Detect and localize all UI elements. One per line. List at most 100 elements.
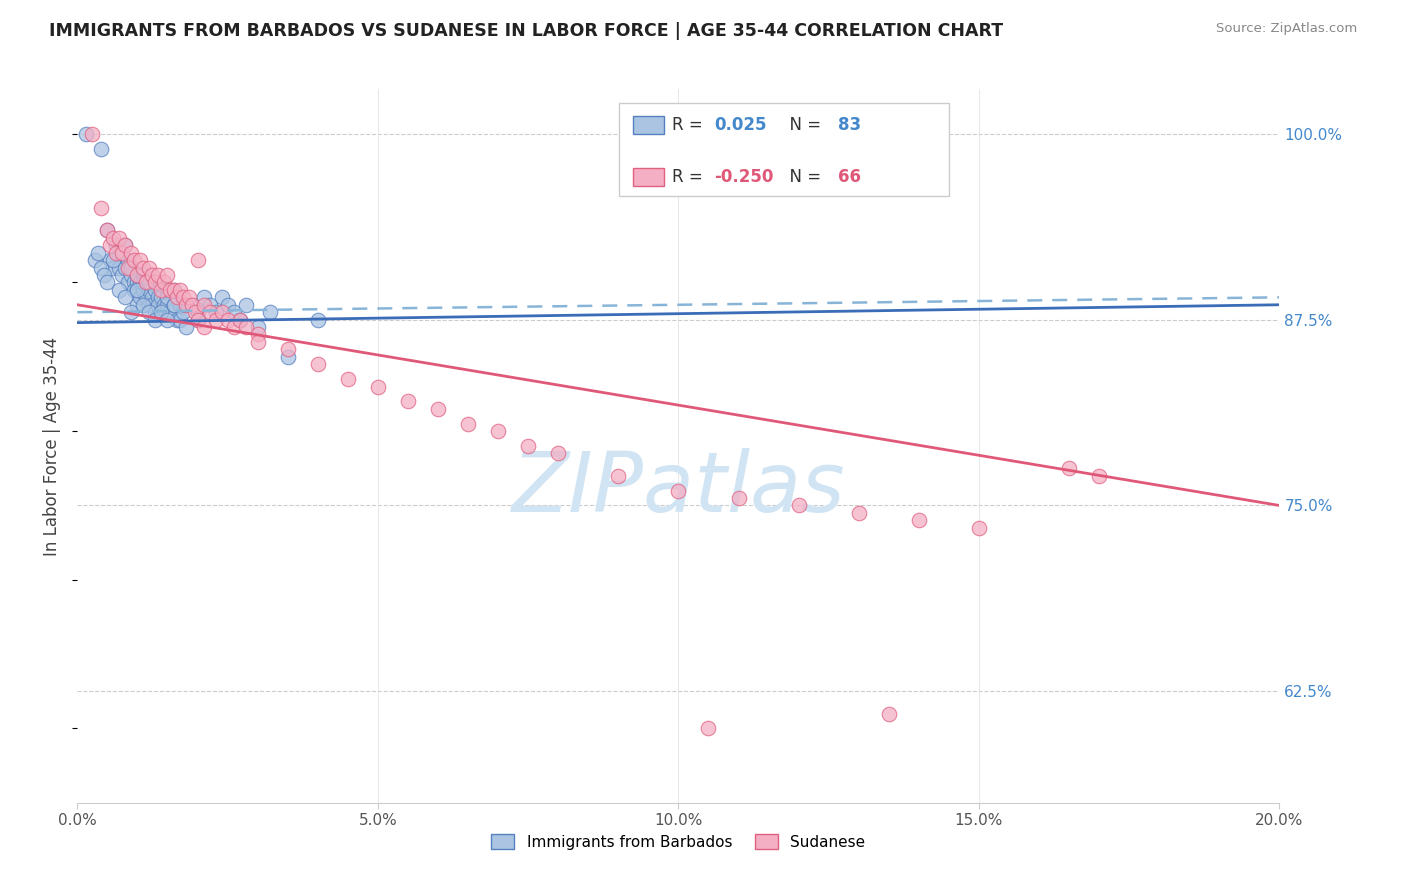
Point — [193, 290, 215, 304]
Point — [145, 283, 167, 297]
Point — [117, 253, 139, 268]
Y-axis label: In Labor Force | Age 35-44: In Labor Force | Age 35-44 — [44, 336, 62, 556]
Point — [132, 283, 155, 297]
Point — [127, 268, 149, 282]
Point — [120, 305, 142, 319]
Point — [111, 245, 134, 260]
Point — [1088, 468, 1111, 483]
Point — [156, 312, 179, 326]
Point — [259, 305, 281, 319]
Text: Source: ZipAtlas.com: Source: ZipAtlas.com — [1216, 22, 1357, 36]
Point — [145, 305, 167, 319]
Text: ZIPatlas: ZIPatlas — [512, 449, 845, 529]
Point — [235, 298, 257, 312]
Point — [129, 276, 152, 290]
Point — [138, 276, 160, 290]
Point — [114, 238, 136, 252]
Point — [138, 260, 160, 275]
Point — [103, 253, 125, 268]
Point — [124, 283, 146, 297]
Text: 66: 66 — [838, 168, 860, 186]
Point — [84, 253, 107, 268]
Point — [186, 253, 209, 268]
Point — [138, 305, 160, 319]
Point — [156, 283, 179, 297]
Point — [120, 268, 142, 282]
Point — [166, 290, 188, 304]
Point — [150, 305, 173, 319]
Text: N =: N = — [779, 168, 827, 186]
Point — [169, 312, 191, 326]
Point — [211, 305, 233, 319]
Point — [96, 223, 118, 237]
Point — [145, 312, 167, 326]
Point — [117, 276, 139, 290]
Point — [132, 276, 155, 290]
Point — [193, 298, 215, 312]
Point — [124, 276, 146, 290]
Point — [138, 283, 160, 297]
Point — [183, 305, 205, 319]
Point — [129, 253, 152, 268]
Point — [204, 312, 226, 326]
Point — [547, 446, 569, 460]
Point — [162, 283, 184, 297]
Point — [96, 276, 118, 290]
Point — [162, 298, 184, 312]
Point — [129, 290, 152, 304]
Point — [153, 276, 176, 290]
Point — [246, 334, 269, 349]
Point — [117, 260, 139, 275]
Point — [222, 305, 245, 319]
Point — [193, 320, 215, 334]
Point — [100, 253, 122, 268]
Point — [217, 312, 239, 326]
Point — [141, 290, 163, 304]
Point — [108, 231, 131, 245]
Point — [228, 312, 250, 326]
Point — [127, 268, 149, 282]
Point — [138, 298, 160, 312]
Point — [486, 424, 509, 438]
Point — [105, 245, 128, 260]
Point — [105, 238, 128, 252]
Text: R =: R = — [672, 168, 709, 186]
Point — [103, 231, 125, 245]
Point — [108, 245, 131, 260]
Point — [90, 201, 112, 215]
Point — [148, 290, 170, 304]
Point — [159, 283, 181, 297]
Text: 0.025: 0.025 — [714, 116, 766, 134]
Point — [108, 283, 131, 297]
Point — [150, 305, 173, 319]
Point — [150, 283, 173, 297]
Point — [162, 298, 184, 312]
Point — [156, 268, 179, 282]
Point — [166, 312, 188, 326]
Point — [169, 298, 191, 312]
Point — [124, 253, 146, 268]
Point — [222, 320, 245, 334]
Point — [277, 343, 299, 357]
Point — [162, 283, 184, 297]
Point — [135, 290, 157, 304]
Point — [177, 290, 200, 304]
Point — [127, 298, 149, 312]
Legend: Immigrants from Barbados, Sudanese: Immigrants from Barbados, Sudanese — [485, 828, 872, 855]
Point — [148, 298, 170, 312]
Point — [367, 379, 389, 393]
Point — [111, 268, 134, 282]
Point — [156, 298, 179, 312]
Point — [186, 305, 209, 319]
Text: 83: 83 — [838, 116, 860, 134]
Point — [727, 491, 749, 505]
Point — [217, 298, 239, 312]
Point — [145, 276, 167, 290]
Point — [108, 260, 131, 275]
Point — [172, 305, 194, 319]
Point — [174, 298, 197, 312]
Point — [1057, 461, 1080, 475]
Point — [135, 276, 157, 290]
Point — [114, 238, 136, 252]
Point — [336, 372, 359, 386]
